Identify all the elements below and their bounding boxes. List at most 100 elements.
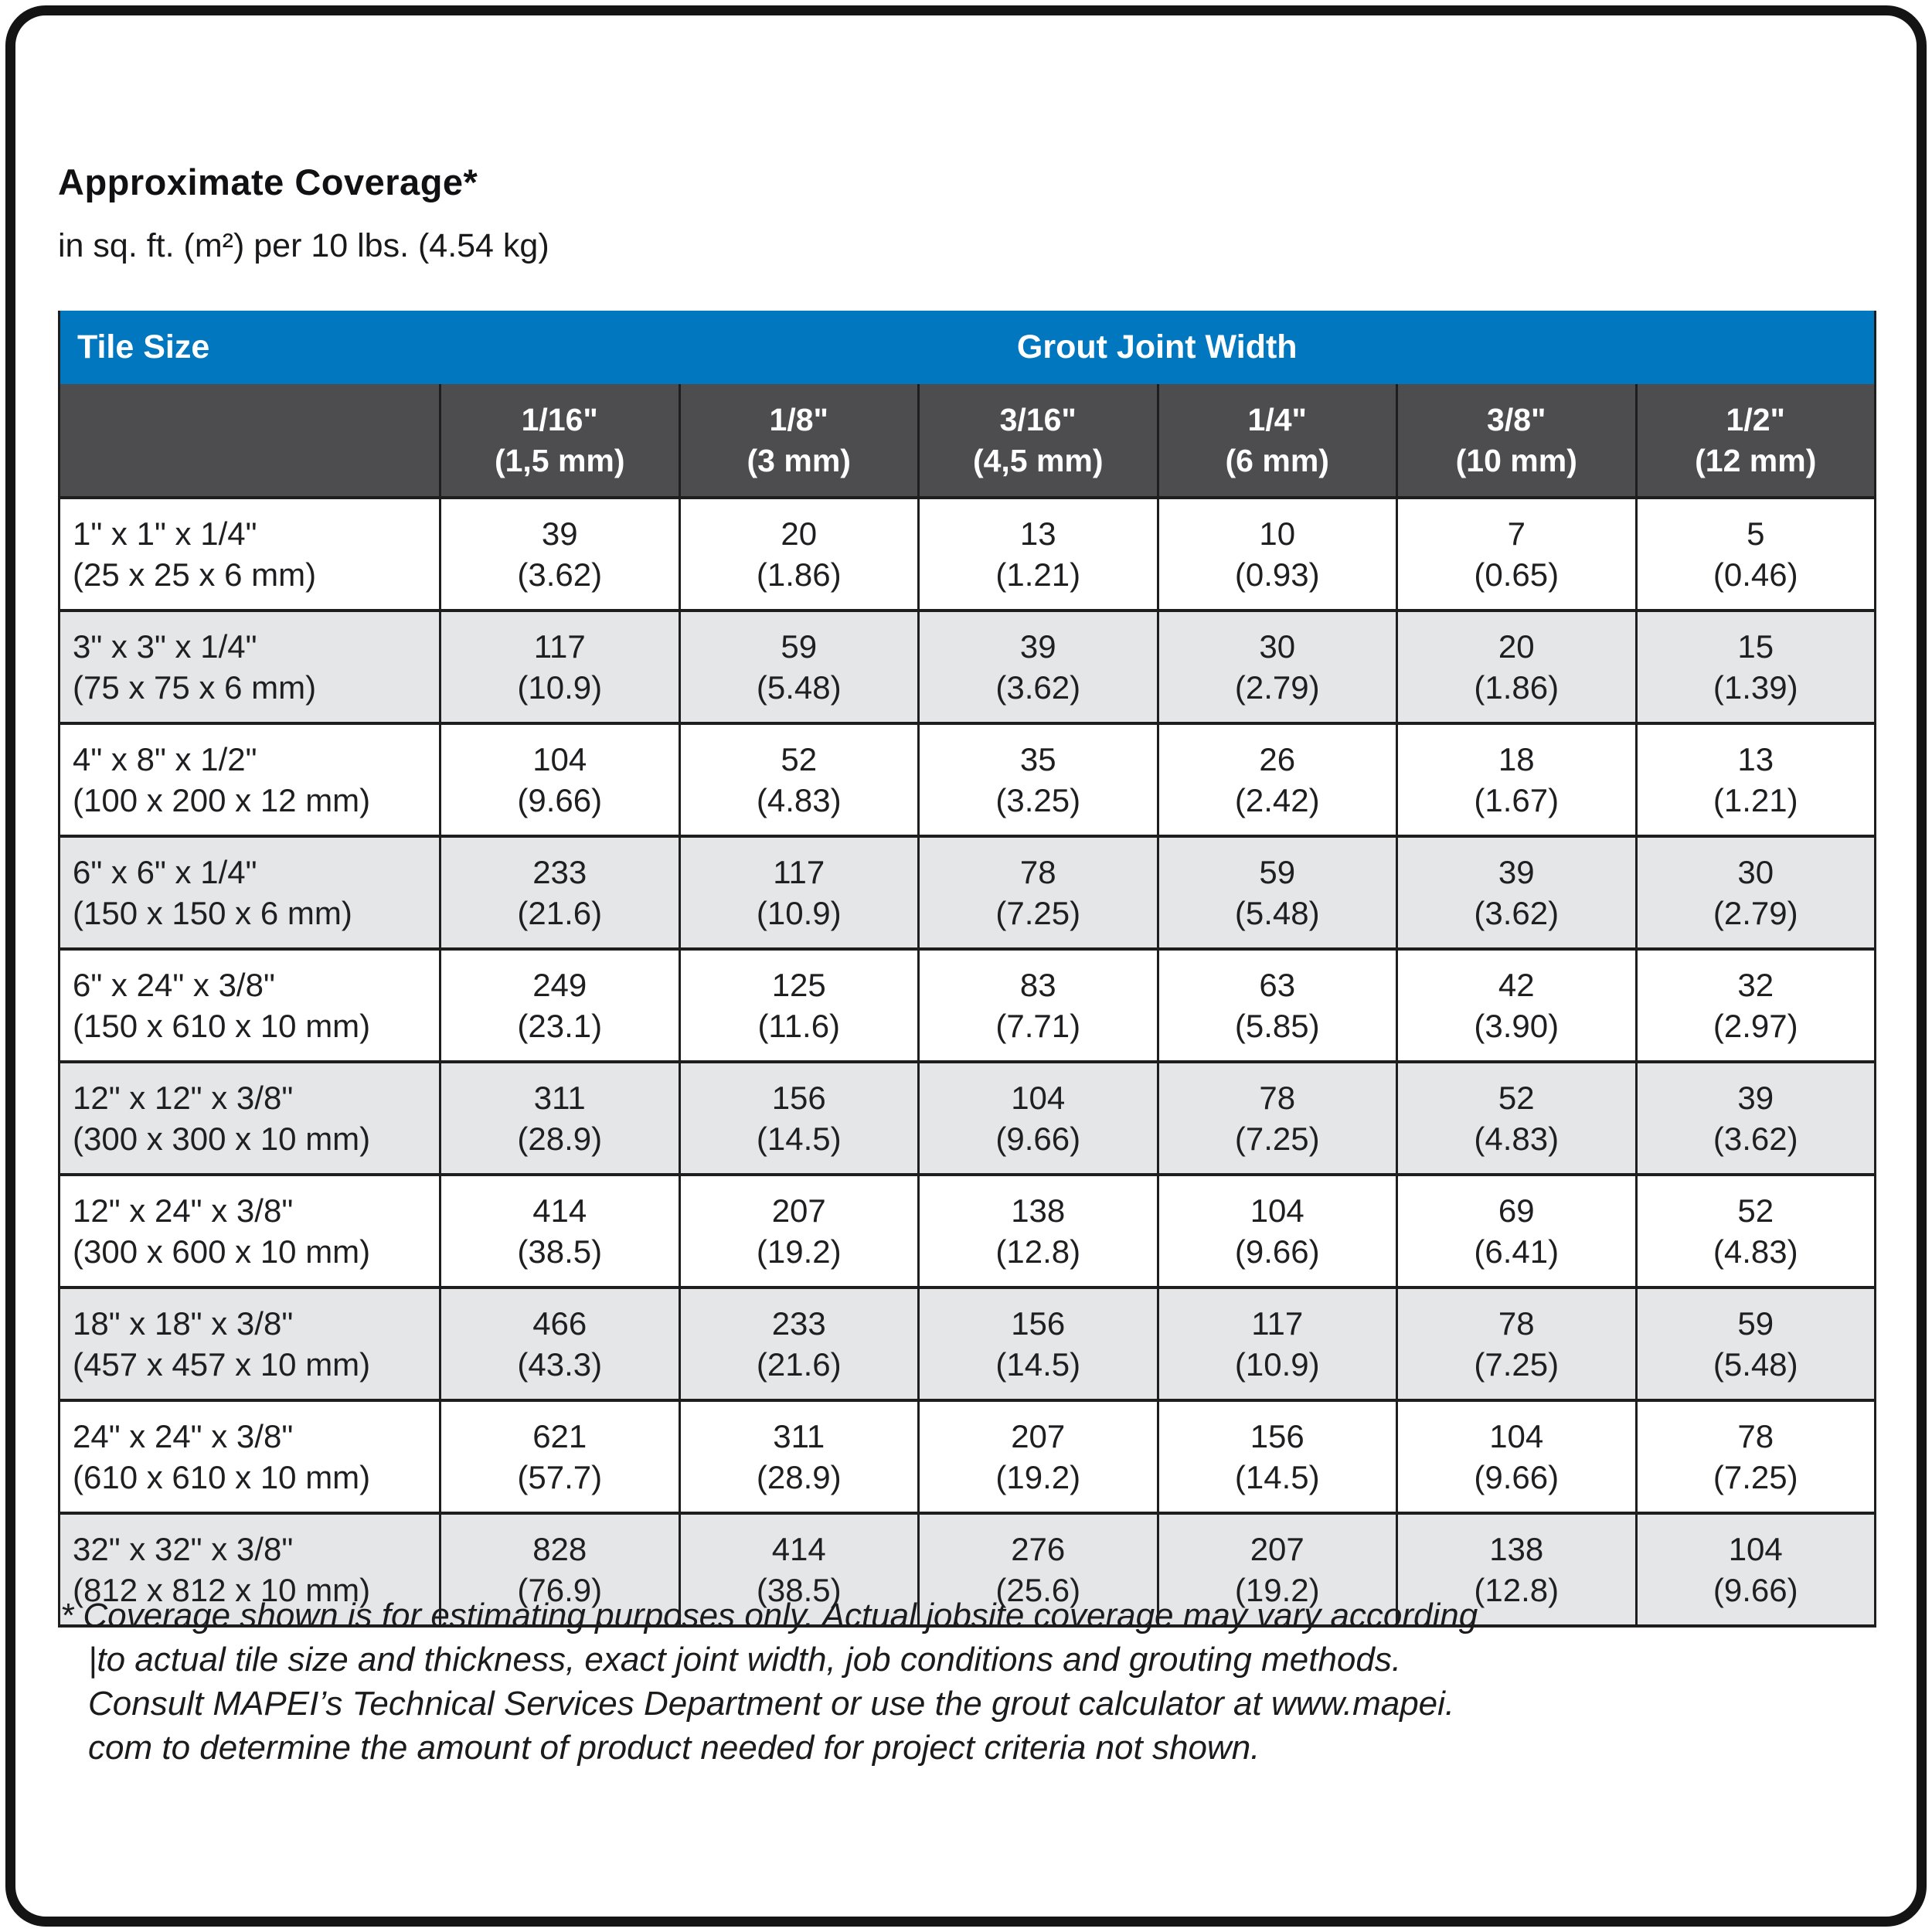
coverage-cell: 104 (9.66) (1634, 1512, 1876, 1628)
coverage-cell: 59 (5.48) (678, 609, 920, 725)
tile-size-cell: 3" x 3" x 1/4" (75 x 75 x 6 mm) (58, 609, 441, 725)
coverage-cell: 78 (7.25) (1156, 1060, 1398, 1176)
coverage-cell: 311 (28.9) (439, 1060, 681, 1176)
coverage-cell: 117 (10.9) (439, 609, 681, 725)
coverage-cell: 59 (5.48) (1156, 835, 1398, 951)
tile-size-cell: 12" x 24" x 3/8" (300 x 600 x 10 mm) (58, 1173, 441, 1289)
coverage-cell: 7 (0.65) (1396, 496, 1638, 612)
coverage-cell: 207 (19.2) (917, 1399, 1159, 1515)
coverage-cell: 125 (11.6) (678, 947, 920, 1063)
coverage-cell: 156 (14.5) (678, 1060, 920, 1176)
coverage-cell: 30 (2.79) (1634, 835, 1876, 951)
coverage-cell: 69 (6.41) (1396, 1173, 1638, 1289)
footnote: * Coverage shown is for estimating purpo… (60, 1594, 1861, 1770)
table-row: 12" x 12" x 3/8" (300 x 300 x 10 mm) 311 (2… (58, 1060, 1876, 1176)
coverage-cell: 13 (1.21) (1634, 722, 1876, 838)
coverage-cell: 311 (28.9) (678, 1399, 920, 1515)
grout-width-column-header: 1/2" (12 mm) (1634, 384, 1876, 499)
coverage-cell: 249 (23.1) (439, 947, 681, 1063)
page-title: Approximate Coverage* (58, 162, 478, 202)
table-subheader-row: 1/16" (1,5 mm) 1/8" (3 mm) 3/16" (4,5 mm) 1/4"… (59, 384, 1876, 499)
coverage-cell: 78 (7.25) (1396, 1286, 1638, 1402)
coverage-cell: 156 (14.5) (1156, 1399, 1398, 1515)
page-subtitle: in sq. ft. (m²) per 10 lbs. (4.54 kg) (58, 227, 549, 264)
grout-width-column-header: 1/16" (1,5 mm) (439, 384, 681, 499)
coverage-cell: 83 (7.71) (917, 947, 1159, 1063)
grout-width-column-header: 3/16" (4,5 mm) (917, 384, 1159, 499)
coverage-cell: 52 (4.83) (1396, 1060, 1638, 1176)
footnote-line: * Coverage shown is for estimating purpo… (60, 1597, 1478, 1634)
coverage-cell: 233 (21.6) (439, 835, 681, 951)
coverage-cell: 233 (21.6) (678, 1286, 920, 1402)
table-row: 32" x 32" x 3/8" (812 x 812 x 10 mm) 828 (7… (58, 1512, 1876, 1628)
footnote-line: |to actual tile size and thickness, exac… (88, 1641, 1402, 1679)
table-row: 1" x 1" x 1/4" (25 x 25 x 6 mm) 39 (3.62) 20… (58, 496, 1876, 612)
coverage-cell: 207 (19.2) (678, 1173, 920, 1289)
table-row: 18" x 18" x 3/8" (457 x 457 x 10 mm) 466 (4… (58, 1286, 1876, 1402)
coverage-cell: 26 (2.42) (1156, 722, 1398, 838)
coverage-cell: 78 (7.25) (917, 835, 1159, 951)
coverage-cell: 78 (7.25) (1634, 1399, 1876, 1515)
coverage-cell: 15 (1.39) (1634, 609, 1876, 725)
coverage-cell: 207 (19.2) (1156, 1512, 1398, 1628)
table-header-row: Tile Size Grout Joint Width (59, 311, 1876, 384)
tile-size-cell: 4" x 8" x 1/2" (100 x 200 x 12 mm) (58, 722, 441, 838)
tile-size-cell: 12" x 12" x 3/8" (300 x 300 x 10 mm) (58, 1060, 441, 1176)
coverage-cell: 156 (14.5) (917, 1286, 1159, 1402)
coverage-cell: 138 (12.8) (917, 1173, 1159, 1289)
tile-size-cell: 24" x 24" x 3/8" (610 x 610 x 10 mm) (58, 1399, 441, 1515)
tile-size-cell: 6" x 6" x 1/4" (150 x 150 x 6 mm) (58, 835, 441, 951)
coverage-cell: 276 (25.6) (917, 1512, 1159, 1628)
coverage-cell: 466 (43.3) (439, 1286, 681, 1402)
coverage-cell: 59 (5.48) (1634, 1286, 1876, 1402)
coverage-cell: 104 (9.66) (1396, 1399, 1638, 1515)
coverage-cell: 30 (2.79) (1156, 609, 1398, 725)
table-row: 24" x 24" x 3/8" (610 x 610 x 10 mm) 621 (5… (58, 1399, 1876, 1515)
coverage-cell: 104 (9.66) (1156, 1173, 1398, 1289)
coverage-cell: 117 (10.9) (678, 835, 920, 951)
tile-size-cell: 6" x 24" x 3/8" (150 x 610 x 10 mm) (58, 947, 441, 1063)
coverage-cell: 63 (5.85) (1156, 947, 1398, 1063)
coverage-cell: 138 (12.8) (1396, 1512, 1638, 1628)
grout-width-column-header: 1/8" (3 mm) (678, 384, 920, 499)
grout-joint-width-header: Grout Joint Width (440, 311, 1876, 384)
coverage-cell: 20 (1.86) (678, 496, 920, 612)
coverage-cell: 10 (0.93) (1156, 496, 1398, 612)
coverage-cell: 20 (1.86) (1396, 609, 1638, 725)
coverage-cell: 39 (3.62) (1634, 1060, 1876, 1176)
footnote-line: com to determine the amount of product n… (88, 1729, 1260, 1767)
footnote-line: Consult MAPEI’s Technical Services Depar… (88, 1685, 1455, 1723)
table-row: 6" x 24" x 3/8" (150 x 610 x 10 mm) 249 (23… (58, 947, 1876, 1063)
coverage-cell: 35 (3.25) (917, 722, 1159, 838)
coverage-cell: 32 (2.97) (1634, 947, 1876, 1063)
coverage-table-wrap: Tile Size Grout Joint Width 1/16" (1,5 mm… (58, 311, 1876, 1628)
tile-size-cell: 32" x 32" x 3/8" (812 x 812 x 10 mm) (58, 1512, 441, 1628)
coverage-cell: 414 (38.5) (678, 1512, 920, 1628)
coverage-cell: 39 (3.62) (917, 609, 1159, 725)
coverage-cell: 5 (0.46) (1634, 496, 1876, 612)
coverage-cell: 52 (4.83) (678, 722, 920, 838)
coverage-cell: 414 (38.5) (439, 1173, 681, 1289)
tile-size-cell: 18" x 18" x 3/8" (457 x 457 x 10 mm) (58, 1286, 441, 1402)
tile-size-cell: 1" x 1" x 1/4" (25 x 25 x 6 mm) (58, 496, 441, 612)
coverage-table: Tile Size Grout Joint Width 1/16" (1,5 mm… (58, 311, 1876, 1628)
table-row: 12" x 24" x 3/8" (300 x 600 x 10 mm) 414 (3… (58, 1173, 1876, 1289)
table-row: 4" x 8" x 1/2" (100 x 200 x 12 mm) 104 (9.6… (58, 722, 1876, 838)
grout-width-column-header: 1/4" (6 mm) (1156, 384, 1398, 499)
coverage-cell: 117 (10.9) (1156, 1286, 1398, 1402)
coverage-cell: 104 (9.66) (439, 722, 681, 838)
tile-size-header: Tile Size (59, 311, 440, 384)
coverage-cell: 828 (76.9) (439, 1512, 681, 1628)
coverage-cell: 39 (3.62) (439, 496, 681, 612)
coverage-cell: 621 (57.7) (439, 1399, 681, 1515)
coverage-cell: 18 (1.67) (1396, 722, 1638, 838)
table-row: 6" x 6" x 1/4" (150 x 150 x 6 mm) 233 (21.6… (58, 835, 1876, 951)
coverage-cell: 52 (4.83) (1634, 1173, 1876, 1289)
coverage-cell: 42 (3.90) (1396, 947, 1638, 1063)
coverage-cell: 39 (3.62) (1396, 835, 1638, 951)
coverage-cell: 13 (1.21) (917, 496, 1159, 612)
subheader-corner-cell (59, 384, 441, 499)
table-row: 3" x 3" x 1/4" (75 x 75 x 6 mm) 117 (10.9) 5… (58, 609, 1876, 725)
coverage-cell: 104 (9.66) (917, 1060, 1159, 1176)
grout-width-column-header: 3/8" (10 mm) (1396, 384, 1638, 499)
